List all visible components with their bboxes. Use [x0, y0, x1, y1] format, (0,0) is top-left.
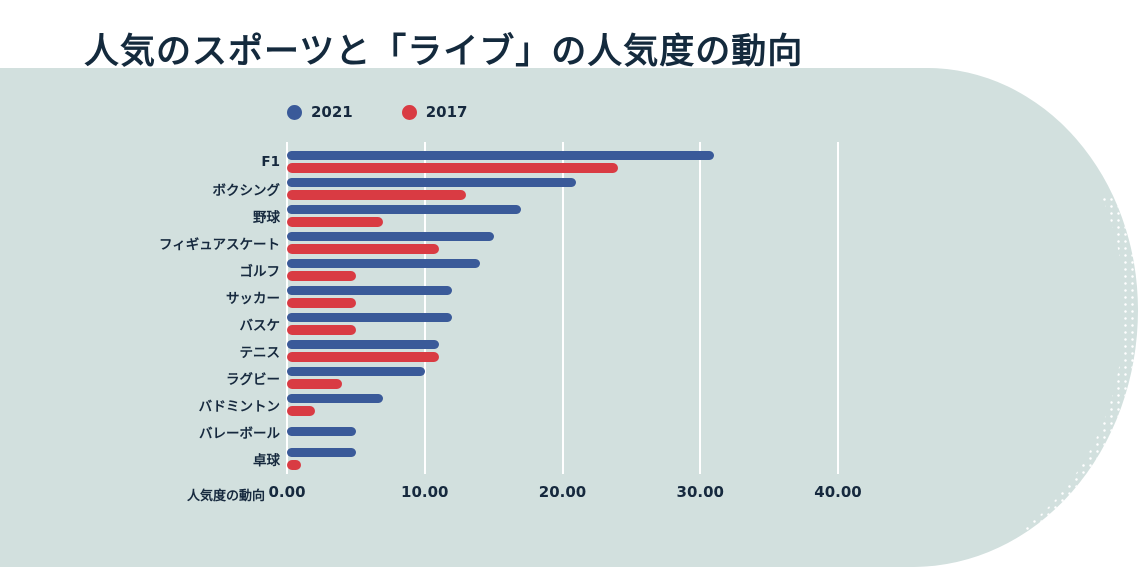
bar-group — [287, 231, 494, 254]
legend-label-2021: 2021 — [311, 102, 353, 121]
bar-2017 — [287, 379, 343, 389]
category-row: ボクシング — [0, 175, 1000, 202]
category-row: テニス — [0, 337, 1000, 364]
category-label: F1 — [261, 153, 280, 170]
bar-2017 — [287, 190, 467, 200]
bar-2017 — [287, 460, 301, 470]
legend-dot-2017-icon — [401, 104, 417, 120]
bar-rows: F1 ボクシング野球フィギュアスケートゴルフサッカーバスケテニスラグビーバドミント… — [0, 148, 1000, 472]
x-axis-tick-label: 0.00 — [268, 483, 306, 501]
gridlines — [0, 142, 1138, 474]
chart-legend: 2021 2017 — [287, 104, 517, 120]
bar-2021 — [287, 312, 453, 322]
category-row: ラグビー — [0, 364, 1000, 391]
bar-group — [287, 312, 453, 335]
category-label: バドミントン — [198, 398, 280, 415]
gridline — [286, 142, 288, 474]
category-row: バドミントン — [0, 391, 1000, 418]
category-row: 卓球 — [0, 445, 1000, 472]
bar-2021 — [287, 426, 356, 437]
category-label: ラグビー — [226, 371, 280, 388]
category-row: ゴルフ — [0, 256, 1000, 283]
x-axis-tick-label: 10.00 — [401, 483, 449, 501]
bar-group — [287, 366, 425, 389]
bar-group — [287, 177, 577, 200]
gridline — [561, 142, 564, 474]
bar-2021 — [287, 150, 715, 160]
bar-2017 — [287, 217, 384, 227]
x-axis: 人気度の動向 0.00 10.00 20.00 30.00 40.00 — [0, 482, 1138, 504]
bar-2017 — [287, 298, 356, 308]
bar-group — [287, 258, 480, 281]
category-label: 野球 — [253, 209, 280, 226]
category-label: バレーボール — [199, 425, 280, 442]
bar-group — [287, 285, 453, 308]
category-row: F1 — [0, 148, 1000, 175]
bar-2017 — [287, 325, 356, 335]
bar-2021 — [287, 204, 522, 214]
x-axis-tick-label: 30.00 — [676, 483, 724, 501]
category-row: 野球 — [0, 202, 1000, 229]
bar-group — [287, 426, 356, 437]
category-label: テニス — [239, 344, 281, 361]
x-axis-title: 人気度の動向 — [186, 489, 265, 504]
legend-item-2017: 2017 — [401, 102, 468, 121]
bar-2021 — [287, 447, 356, 457]
gridline — [699, 142, 702, 474]
gridline — [837, 142, 839, 474]
page-title: 人気のスポーツと「ライブ」の人気度の動向 — [84, 31, 804, 73]
bar-2017 — [287, 406, 315, 416]
category-row: バレーボール — [0, 418, 1000, 445]
bar-2017 — [287, 244, 439, 254]
category-label: バスケ — [239, 317, 281, 334]
bar-group — [287, 150, 715, 173]
category-row: バスケ — [0, 310, 1000, 337]
bar-group — [287, 393, 384, 416]
bar-2017 — [287, 163, 618, 173]
bar-2017 — [287, 271, 356, 281]
legend-label-2017: 2017 — [425, 102, 468, 121]
category-label: サッカー — [226, 290, 280, 307]
bar-2021 — [287, 393, 384, 403]
category-label: 卓球 — [253, 452, 280, 469]
bar-2021 — [287, 366, 425, 376]
category-label: ボクシング — [212, 182, 281, 199]
category-label: ゴルフ — [239, 263, 281, 280]
bar-2021 — [287, 258, 480, 268]
gridline — [423, 142, 426, 474]
legend-item-2021: 2021 — [287, 102, 353, 121]
x-axis-tick-label: 40.00 — [814, 483, 862, 501]
category-label: フィギュアスケート — [159, 236, 280, 253]
category-row: サッカー — [0, 283, 1000, 310]
legend-dot-2021-icon — [287, 104, 302, 120]
x-axis-tick-label: 20.00 — [538, 483, 587, 501]
bar-2021 — [287, 285, 453, 295]
bar-2017 — [287, 352, 439, 362]
category-row: フィギュアスケート — [0, 229, 1000, 256]
bar-group — [287, 204, 522, 227]
bar-group — [287, 447, 356, 470]
bar-2021 — [287, 339, 439, 349]
bar-2021 — [287, 177, 577, 187]
chart-panel: 2021 2017 F1 ボクシング野球フィギュアスケートゴルフサッカーバスケテニ… — [0, 68, 1138, 567]
bar-group — [287, 339, 439, 362]
bar-2021 — [287, 231, 494, 241]
